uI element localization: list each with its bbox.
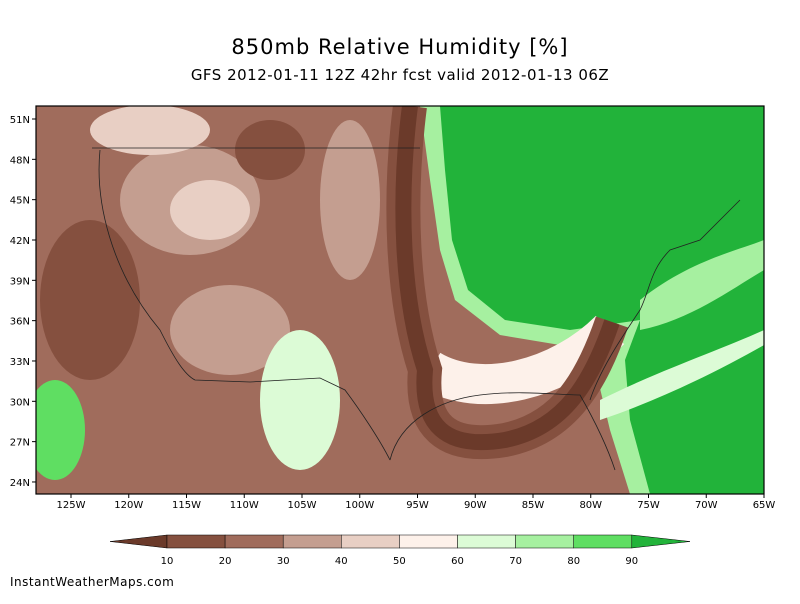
field-patch: [36, 380, 85, 480]
map-subtitle: GFS 2012-01-11 12Z 42hr fcst valid 2012-…: [191, 66, 609, 84]
credit: InstantWeatherMaps.com: [10, 575, 174, 589]
lon-label: 90W: [464, 500, 487, 511]
lat-label: 39N: [10, 276, 30, 287]
lat-label: 45N: [10, 196, 30, 207]
lon-label: 75W: [637, 500, 660, 511]
colorbar-segment: [282, 534, 342, 549]
field-patch: [170, 180, 250, 240]
field-patch: [170, 285, 290, 375]
boundary-line: [92, 147, 741, 471]
colorbar-label: 30: [277, 556, 290, 567]
colorbar-label: 60: [451, 556, 464, 567]
lat-label: 48N: [10, 155, 30, 166]
colorbar-label: 10: [161, 556, 174, 567]
lon-label: 85W: [522, 500, 545, 511]
map-title: 850mb Relative Humidity [%]: [231, 35, 568, 59]
lon-label: 95W: [406, 500, 429, 511]
lon-label: 120W: [114, 500, 143, 511]
colorbar-end: [631, 534, 691, 549]
field-patch: [260, 330, 340, 470]
colorbar-segment: [166, 534, 226, 549]
colorbar-segment: [573, 534, 633, 549]
lon-label: 105W: [288, 500, 317, 511]
field-band: [640, 240, 764, 330]
colorbar-label: 20: [219, 556, 232, 567]
colorbar-end: [109, 534, 168, 549]
lon-label: 70W: [695, 500, 718, 511]
colorbar-label: 70: [509, 556, 522, 567]
lon-label: 125W: [57, 500, 86, 511]
lon-label: 65W: [753, 500, 776, 511]
field-patch: [90, 106, 210, 155]
lon-label: 110W: [230, 500, 259, 511]
colorbar-label: 50: [393, 556, 406, 567]
lat-axis: 51N 48N 45N 42N 39N 36N 33N 30N 27N 24N: [10, 115, 36, 489]
lon-label: 115W: [172, 500, 201, 511]
humidity-field: [36, 106, 764, 494]
field-patch: [235, 120, 305, 180]
colorbar-label: 90: [625, 556, 638, 567]
lat-label: 30N: [10, 397, 30, 408]
field-patch: [320, 120, 380, 280]
lat-label: 42N: [10, 236, 30, 247]
colorbar: 10 20 30 40 50 60 70 80 90: [109, 534, 691, 567]
field-patch: [40, 220, 140, 380]
lat-label: 36N: [10, 317, 30, 328]
field-dry-core: [395, 106, 620, 451]
colorbar-segment: [399, 534, 458, 549]
field-moist: [440, 106, 764, 494]
field-band: [600, 330, 764, 420]
lat-label: 24N: [10, 478, 30, 489]
lat-label: 51N: [10, 115, 30, 126]
plot-frame: [35, 105, 765, 495]
lat-label: 27N: [10, 438, 30, 449]
lon-axis: 125W 120W 115W 110W 105W 100W 95W 90W 85W 80W 75W 7…: [57, 494, 776, 511]
colorbar-segment: [457, 534, 516, 549]
lon-label: 80W: [579, 500, 602, 511]
lat-label: 33N: [10, 357, 30, 368]
colorbar-segment: [515, 534, 574, 549]
lon-label: 100W: [345, 500, 374, 511]
colorbar-segment: [224, 534, 284, 549]
colorbar-segment: [341, 534, 400, 549]
colorbar-label: 40: [335, 556, 348, 567]
colorbar-label: 80: [567, 556, 580, 567]
